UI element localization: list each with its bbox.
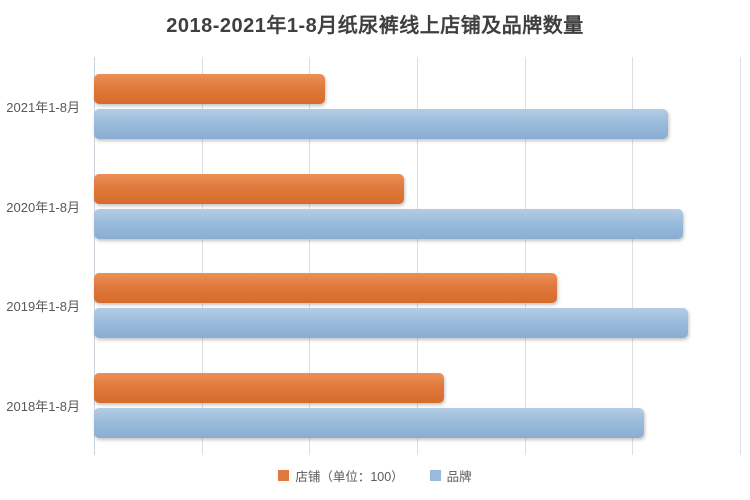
bar-brands xyxy=(94,109,668,140)
chart-title: 2018-2021年1-8月纸尿裤线上店铺及品牌数量 xyxy=(166,15,584,37)
category-label: 2021年1-8月 xyxy=(6,100,80,116)
gridline xyxy=(309,57,311,455)
category-labels: 2021年1-8月 2020年1-8月 2019年1-8月 2018年1-8月 xyxy=(0,57,86,455)
gridline xyxy=(201,57,203,455)
category-label: 2020年1-8月 xyxy=(6,199,80,215)
bar-shops xyxy=(94,372,444,403)
bar-shops xyxy=(94,173,405,204)
legend-item-shops: 店铺（单位：100） xyxy=(278,466,404,485)
y-axis-line xyxy=(94,57,95,455)
bar-shops xyxy=(94,273,557,304)
bar-brands xyxy=(94,308,689,339)
gridline xyxy=(524,57,526,455)
gridline xyxy=(632,57,634,455)
gridline xyxy=(740,57,741,455)
gridline xyxy=(417,57,418,455)
category-label: 2019年1-8月 xyxy=(6,299,80,315)
legend: 店铺（单位：100） 品牌 xyxy=(0,463,750,487)
legend-swatch-shops-icon xyxy=(278,469,290,481)
bar-brands xyxy=(94,407,645,438)
legend-label-brands: 品牌 xyxy=(446,469,472,484)
category-label: 2018年1-8月 xyxy=(6,398,80,414)
legend-swatch-brands-icon xyxy=(429,469,441,481)
bar-brands xyxy=(94,208,683,239)
bar-group xyxy=(94,256,740,356)
legend-label-shops: 店铺（单位：100） xyxy=(295,469,404,484)
plot-area xyxy=(94,57,741,456)
bar-group xyxy=(94,157,740,257)
bar-group xyxy=(94,57,740,157)
bar-shops xyxy=(94,74,326,105)
legend-item-brands: 品牌 xyxy=(429,466,472,485)
bar-group xyxy=(94,356,740,456)
